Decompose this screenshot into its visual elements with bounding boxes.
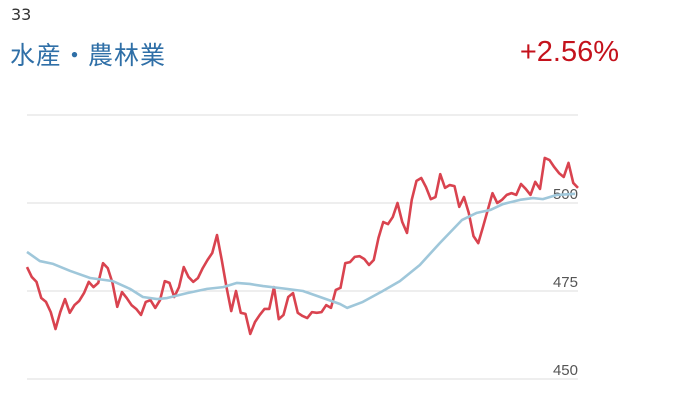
moving-average-line [26,192,576,310]
sector-title: 水産・農林業 [10,41,167,70]
series-lines [25,156,579,336]
price-line [25,156,579,336]
change-percent: +2.56% [519,36,619,68]
y-tick-label: 475 [553,274,578,291]
gridlines [27,114,578,380]
y-tick-label: 450 [553,362,578,379]
sector-code: 33 [11,5,32,24]
